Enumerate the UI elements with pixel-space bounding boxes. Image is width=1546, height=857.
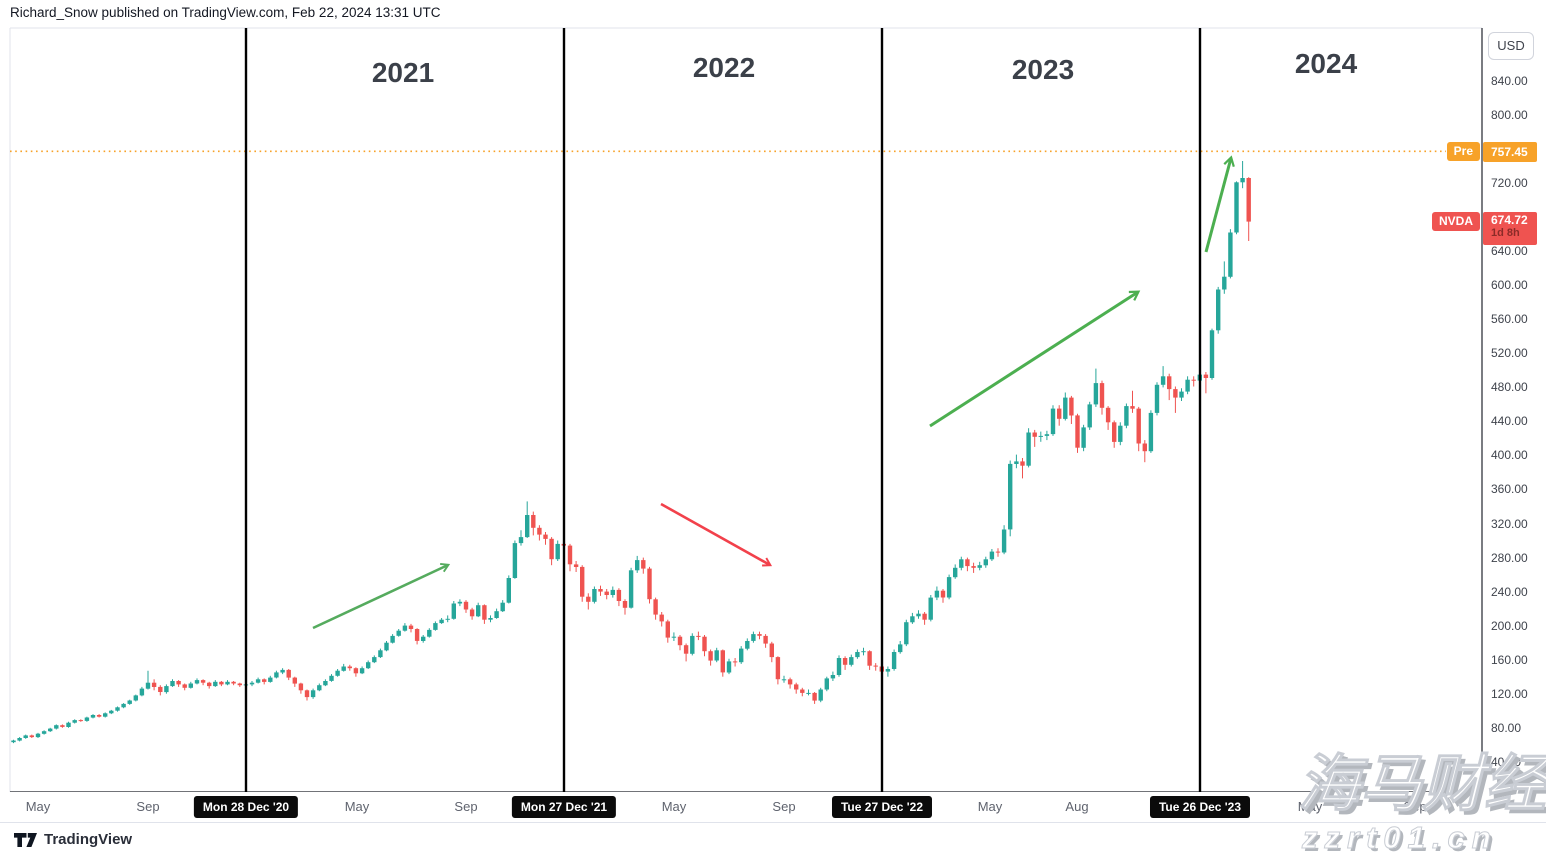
price-tick-label: 520.00	[1491, 346, 1528, 361]
tradingview-logo-icon	[14, 832, 37, 847]
month-label: Sep	[772, 799, 796, 814]
footer-bar: TradingView	[0, 823, 1546, 857]
month-label: May	[661, 799, 687, 814]
price-tick-label: 200.00	[1491, 618, 1528, 633]
month-label: May	[344, 799, 370, 814]
price-tick-label: 840.00	[1491, 74, 1528, 88]
price-tick-label: 160.00	[1491, 652, 1528, 667]
price-tick-label: 640.00	[1491, 244, 1528, 259]
price-tick-label: 240.00	[1491, 584, 1528, 599]
watermark-cjk: 海马财经	[1297, 750, 1546, 819]
last-price-value: 674.72	[1491, 213, 1528, 228]
month-label: May	[25, 799, 51, 814]
month-label: Sep	[136, 799, 160, 814]
date-badge: Mon 27 Dec '21	[511, 796, 617, 818]
price-tick-label: 480.00	[1491, 380, 1528, 395]
bar-countdown: 1d 8h	[1491, 227, 1520, 240]
month-label: Sep	[1403, 799, 1427, 814]
price-tick-label: 320.00	[1491, 516, 1528, 531]
price-tick-label: 40.00	[1491, 754, 1522, 769]
year-label: 2022	[692, 52, 756, 83]
month-label: May	[977, 799, 1003, 814]
price-tick-label: 440.00	[1491, 414, 1528, 429]
tradingview-logo[interactable]: TradingView	[14, 831, 132, 848]
price-tick-label: 400.00	[1491, 448, 1528, 463]
symbol-label-badge: NVDA	[1431, 212, 1480, 232]
date-badge: Mon 28 Dec '20	[193, 796, 299, 818]
year-label: 2021	[371, 57, 435, 88]
price-tick-label: 800.00	[1491, 108, 1528, 123]
month-label: May	[1297, 799, 1323, 814]
year-label: 2024	[1294, 48, 1358, 79]
month-label: Aug	[1065, 799, 1089, 814]
candles	[11, 161, 1251, 744]
header-bar: Richard_Snow published on TradingView.co…	[0, 0, 1546, 26]
month-label: Sep	[454, 799, 478, 814]
price-tick-label: 360.00	[1491, 482, 1528, 497]
last-price-badge: 674.72 1d 8h	[1483, 212, 1537, 246]
time-axis[interactable]: May Sep May Sep May Sep May Aug May Sep Mon 28 Dec…	[0, 792, 1546, 823]
price-tick-label: 80.00	[1491, 720, 1522, 735]
premarket-label-badge: Pre	[1446, 141, 1480, 161]
price-tick-label: 120.00	[1491, 686, 1528, 701]
premarket-price-badge: 757.45	[1483, 141, 1537, 162]
plot-borders	[9, 27, 1546, 822]
date-badge: Tue 27 Dec '22	[831, 796, 933, 818]
price-tick-label: 600.00	[1491, 278, 1528, 293]
price-tick-label: 720.00	[1491, 176, 1528, 191]
date-badge: Tue 26 Dec '23	[1149, 796, 1251, 818]
year-label: 2023	[1011, 54, 1075, 85]
watermark-url: zzrt01.cn	[1302, 820, 1498, 856]
price-tick-label: 280.00	[1491, 550, 1528, 565]
price-tick-label: 560.00	[1491, 312, 1528, 327]
trend-arrows	[312, 155, 1235, 630]
tradingview-wordmark: TradingView	[44, 831, 133, 848]
year-divider-lines	[244, 28, 1202, 792]
currency-toggle-button[interactable]: USD	[1488, 32, 1534, 60]
attribution-text: Richard_Snow published on TradingView.co…	[10, 5, 441, 20]
